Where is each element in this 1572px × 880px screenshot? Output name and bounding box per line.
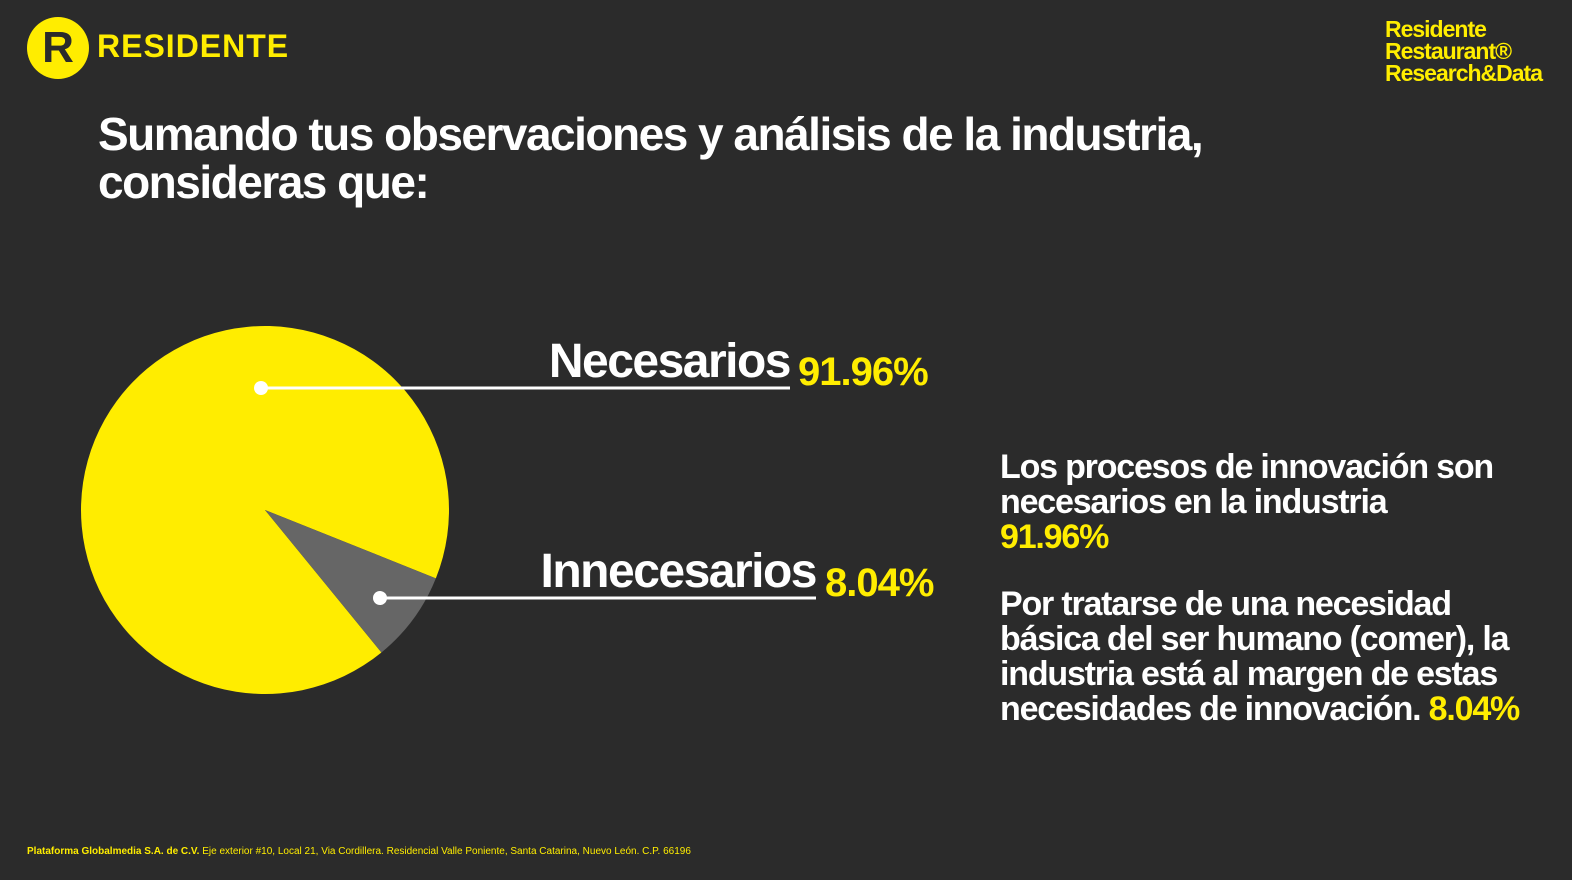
brand-line: Research&Data	[1384, 60, 1543, 86]
leader-dot-necesarios	[254, 381, 268, 395]
brand-line: Residente	[1384, 16, 1487, 42]
footer-company: Plataforma Globalmedia S.A. de C.V.	[27, 846, 200, 857]
footer-address: Eje exterior #10, Local 21, Via Cordille…	[202, 846, 691, 857]
value-necesarios: 91.96%	[798, 350, 929, 394]
summary-pct: 8.04%	[1428, 690, 1521, 728]
summary-text: Por tratarse de una necesidad básica del…	[1000, 585, 1510, 728]
brand-line: Restaurant®	[1384, 38, 1512, 64]
label-necesarios: Necesarios	[548, 335, 792, 388]
page-title: Sumando tus observaciones y análisis de …	[98, 108, 1204, 208]
summary-text: Los procesos de innovación son necesario…	[1000, 448, 1494, 521]
leader-dot-innecesarios	[373, 591, 387, 605]
pie-slice-necesarios	[81, 326, 450, 695]
footer: Plataforma Globalmedia S.A. de C.V. Eje …	[27, 846, 691, 857]
summary-innecesarios: Por tratarse de una necesidad básica del…	[1000, 587, 1540, 727]
logo-text: RESIDENTE	[97, 28, 290, 64]
value-innecesarios: 8.04%	[825, 561, 934, 605]
label-innecesarios: Innecesarios	[540, 545, 818, 598]
summary-pct: 91.96%	[1000, 518, 1109, 556]
pie-slice-innecesarios	[265, 510, 436, 653]
pie-chart	[81, 326, 816, 695]
logo-icon: R	[27, 17, 89, 79]
brand-mark: Residente Restaurant® Research&Data	[1384, 16, 1543, 86]
summary-necesarios: Los procesos de innovación son necesario…	[1000, 450, 1540, 555]
